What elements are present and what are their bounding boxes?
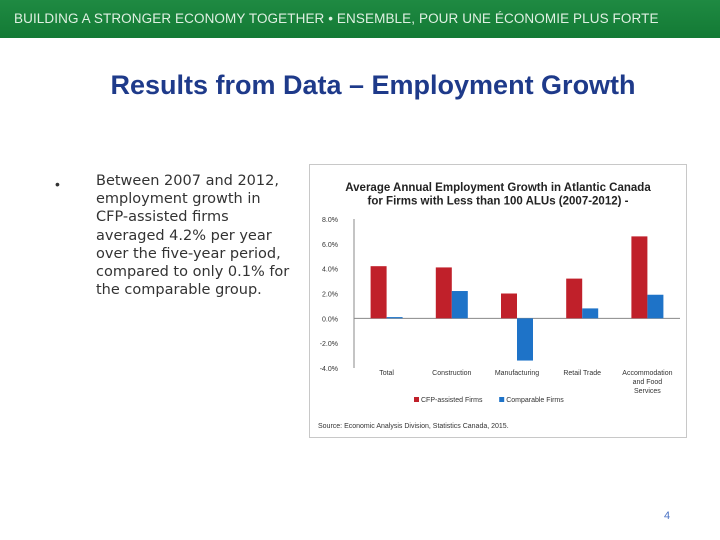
bar-comparable-3 xyxy=(582,308,599,319)
bar-cfp-1 xyxy=(435,267,452,319)
bar-cfp-0 xyxy=(370,266,387,319)
y-tick-label: 8.0% xyxy=(322,217,338,224)
banner-text: BUILDING A STRONGER ECONOMY TOGETHER • E… xyxy=(14,11,659,26)
legend-label-0: CFP-assisted Firms xyxy=(421,397,483,404)
y-tick-label: 2.0% xyxy=(322,292,338,299)
page-number: 4 xyxy=(664,510,671,522)
y-tick-label: 6.0% xyxy=(322,242,338,249)
employment-growth-chart: Average Annual Employment Growth in Atla… xyxy=(318,182,680,430)
bar-comparable-1 xyxy=(451,291,468,319)
bar-comparable-0 xyxy=(386,317,403,319)
bar-comparable-2 xyxy=(517,318,533,361)
slide-title: Results from Data – Employment Growth xyxy=(110,70,636,100)
y-tick-label: 0.0% xyxy=(322,316,338,323)
legend-label-1: Comparable Firms xyxy=(506,397,564,404)
chart-source: Source: Economic Analysis Division, Stat… xyxy=(318,423,509,430)
x-category-label: Total xyxy=(379,370,394,377)
y-tick-label: 4.0% xyxy=(322,267,338,274)
chart-title: Average Annual Employment Growth in Atla… xyxy=(345,182,651,208)
bar-cfp-2 xyxy=(501,293,517,319)
legend-swatch-1 xyxy=(499,397,505,402)
x-category-label: Construction xyxy=(432,370,471,377)
bar-comparable-4 xyxy=(647,294,664,319)
x-category-label: Retail Trade xyxy=(563,370,601,377)
bullet-icon: • xyxy=(55,176,60,192)
legend-swatch-0 xyxy=(414,397,419,402)
bar-cfp-3 xyxy=(566,278,583,319)
bar-cfp-4 xyxy=(631,236,648,319)
bullet-text: Between 2007 and 2012, employment growth… xyxy=(96,173,290,299)
header-banner: BUILDING A STRONGER ECONOMY TOGETHER • E… xyxy=(0,0,720,38)
y-tick-label: -4.0% xyxy=(320,366,338,373)
chart-container: Average Annual Employment Growth in Atla… xyxy=(309,164,687,438)
x-category-label: Manufacturing xyxy=(495,370,539,377)
y-tick-label: -2.0% xyxy=(320,341,338,348)
x-category-label: Accommodation and Food Services xyxy=(622,370,672,395)
